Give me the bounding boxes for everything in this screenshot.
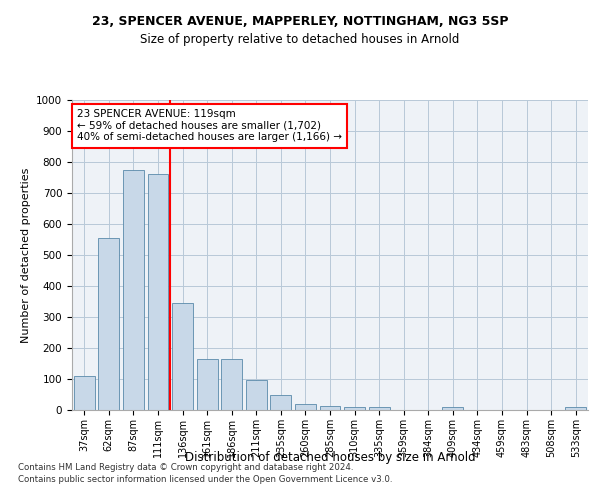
Text: Contains public sector information licensed under the Open Government Licence v3: Contains public sector information licen…	[18, 474, 392, 484]
Text: Distribution of detached houses by size in Arnold: Distribution of detached houses by size …	[185, 451, 475, 464]
Bar	[368, 407, 389, 410]
Bar	[320, 406, 340, 410]
Bar	[74, 376, 95, 410]
Text: Size of property relative to detached houses in Arnold: Size of property relative to detached ho…	[140, 32, 460, 46]
Bar	[271, 394, 292, 410]
Bar	[98, 238, 119, 410]
Bar	[344, 407, 365, 410]
Bar	[565, 407, 586, 410]
Bar	[442, 407, 463, 410]
Bar	[246, 380, 267, 410]
Bar	[197, 360, 218, 410]
Bar	[295, 404, 316, 410]
Bar	[172, 303, 193, 410]
Bar	[148, 174, 169, 410]
Bar	[123, 170, 144, 410]
Text: 23, SPENCER AVENUE, MAPPERLEY, NOTTINGHAM, NG3 5SP: 23, SPENCER AVENUE, MAPPERLEY, NOTTINGHA…	[92, 15, 508, 28]
Text: Contains HM Land Registry data © Crown copyright and database right 2024.: Contains HM Land Registry data © Crown c…	[18, 464, 353, 472]
Y-axis label: Number of detached properties: Number of detached properties	[20, 168, 31, 342]
Bar	[221, 360, 242, 410]
Text: 23 SPENCER AVENUE: 119sqm
← 59% of detached houses are smaller (1,702)
40% of se: 23 SPENCER AVENUE: 119sqm ← 59% of detac…	[77, 110, 342, 142]
